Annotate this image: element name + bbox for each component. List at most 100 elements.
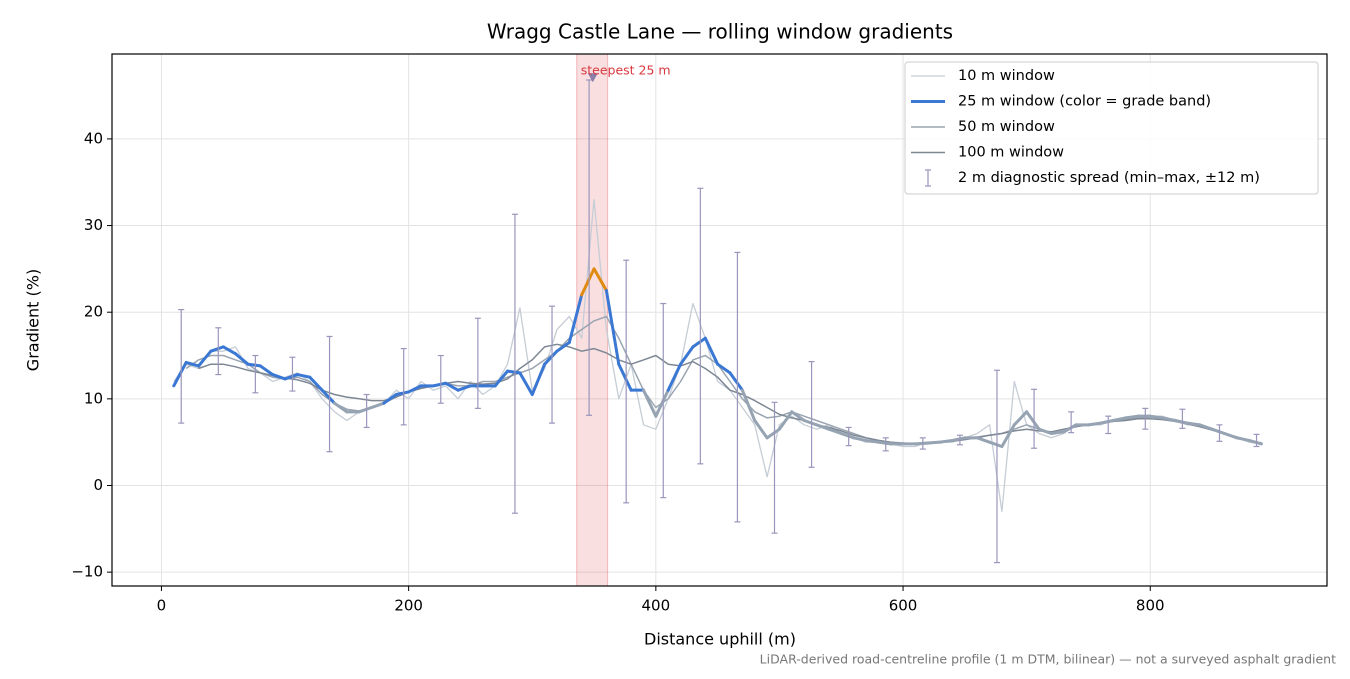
line-segment <box>1037 427 1053 436</box>
line-segment <box>864 438 880 444</box>
line-segment <box>913 441 930 446</box>
line-segment <box>456 384 472 392</box>
error-bar <box>808 360 815 468</box>
line-segment <box>753 419 769 440</box>
legend-label: 25 m window (color = grade band) <box>958 94 1211 110</box>
legend-label: 100 m window <box>958 145 1064 161</box>
line-segment <box>444 381 460 392</box>
line-segment <box>839 432 856 440</box>
error-bar <box>363 393 370 429</box>
y-tick-label: 30 <box>84 216 103 234</box>
line-segment <box>691 336 707 349</box>
legend-label: 10 m window <box>958 68 1055 84</box>
error-bar <box>882 437 889 452</box>
error-bar <box>1253 433 1260 448</box>
error-bar <box>586 79 593 416</box>
line-segment <box>407 384 423 394</box>
line-segment <box>308 375 324 392</box>
line-segment <box>1210 427 1226 436</box>
highlight-band <box>576 53 609 587</box>
plot-frame <box>111 53 1328 587</box>
line-segment <box>1086 421 1103 427</box>
error-bar <box>289 356 296 392</box>
line-segment <box>740 388 757 423</box>
line-segment <box>1062 423 1078 434</box>
line-segment <box>703 336 720 366</box>
line-segment <box>209 345 225 353</box>
error-bar <box>1105 415 1112 435</box>
error-bar <box>252 354 259 394</box>
line-segment <box>555 341 571 353</box>
line-segment <box>493 369 510 388</box>
y-tick-label: −10 <box>71 563 103 581</box>
line-segment <box>1111 416 1128 423</box>
line-segment <box>357 406 374 414</box>
error-bar <box>511 213 518 514</box>
error-bar <box>549 305 556 424</box>
line-segment <box>332 401 349 414</box>
line-segment <box>988 440 1004 449</box>
error-bar <box>326 335 333 453</box>
line-segment <box>592 267 608 293</box>
line-segment <box>790 410 806 423</box>
error-bar <box>845 426 852 447</box>
line-segment <box>431 381 448 388</box>
line-segment <box>518 371 534 397</box>
line-segment <box>728 371 744 392</box>
error-bar <box>734 251 741 523</box>
line-segment <box>641 388 658 418</box>
line-segment <box>876 440 893 446</box>
error-bar <box>1216 424 1223 442</box>
line-segment <box>1000 423 1016 449</box>
line-segment <box>382 393 398 405</box>
error-bar <box>623 259 630 504</box>
line-segment <box>654 388 670 418</box>
y-tick-label: 0 <box>93 476 103 494</box>
line-segment <box>197 349 213 368</box>
legend-label: 50 m window <box>958 119 1055 135</box>
line-segment <box>320 388 336 405</box>
line-segment <box>1222 432 1239 440</box>
steepest-marker <box>587 73 598 83</box>
line-segment <box>1148 414 1165 420</box>
line-segment <box>604 289 621 366</box>
line-segment <box>1185 421 1202 427</box>
error-bar <box>660 302 667 499</box>
line-segment <box>666 362 683 392</box>
line-segment <box>716 362 732 375</box>
chart-title: Wragg Castle Lane — rolling window gradi… <box>487 20 953 44</box>
x-axis-label: Distance uphill (m) <box>644 630 796 649</box>
line-segment <box>852 436 868 442</box>
error-bar <box>771 401 778 534</box>
legend-box <box>904 61 1319 195</box>
x-tick-label: 0 <box>157 597 167 615</box>
line-segment <box>271 373 287 381</box>
line-segment <box>765 427 781 440</box>
line-segment <box>1247 438 1263 446</box>
error-bar <box>697 187 704 465</box>
error-bar <box>178 309 185 424</box>
line-segment <box>543 349 559 366</box>
line-segment <box>370 401 386 410</box>
error-bar <box>1142 407 1149 430</box>
line-segment <box>580 267 596 297</box>
line-segment <box>950 436 967 442</box>
line-segment <box>1173 419 1189 425</box>
line-segment <box>234 352 250 366</box>
line-segment <box>394 390 411 397</box>
line-segment <box>567 293 584 345</box>
line-segment <box>506 369 522 375</box>
line-segment <box>975 436 992 444</box>
error-bar <box>993 369 1000 564</box>
line-segment <box>777 410 794 431</box>
line-segment <box>617 362 633 392</box>
error-bar <box>919 437 926 450</box>
line-segment <box>1012 410 1029 427</box>
line-segment <box>221 345 238 356</box>
error-bar <box>1179 408 1186 429</box>
line-segment <box>184 360 201 368</box>
line-segment <box>1235 436 1251 442</box>
highlight-label: steepest 25 m <box>581 63 671 78</box>
line-segment <box>679 345 695 366</box>
